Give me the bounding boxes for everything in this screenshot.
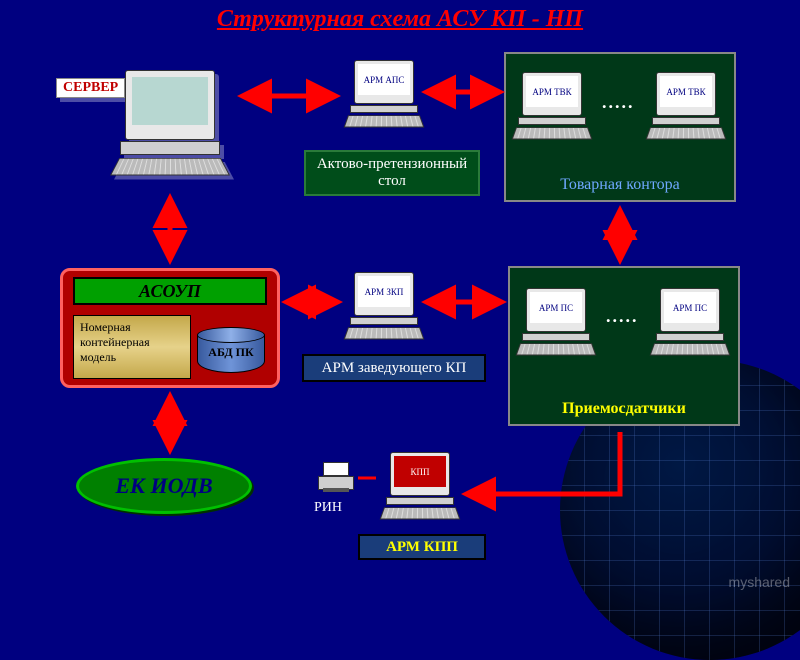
- diagram-title: Структурная схема АСУ КП - НП: [0, 6, 800, 33]
- asoup-cylinder: АБД ПК: [197, 327, 265, 375]
- asoup-node: АСОУП Номерная контейнерная модель АБД П…: [60, 268, 280, 388]
- watermark: myshared: [729, 574, 790, 590]
- asoup-cyl-label: АБД ПК: [197, 345, 265, 360]
- ps-panel-label: Приемосдатчики: [520, 400, 728, 418]
- tvk-dots: .....: [602, 92, 635, 113]
- kpp-panel: АРМ КПП: [358, 534, 486, 560]
- server-node: СЕРВЕР: [100, 70, 240, 176]
- tvk-node-1: АРМ ТВК: [512, 72, 592, 140]
- kpp-screen: КПП: [394, 456, 446, 487]
- ps-screen-2: АРМ ПС: [664, 292, 716, 323]
- ps-screen-1: АРМ ПС: [530, 292, 582, 323]
- zkp-panel-label: АРМ заведующего КП: [322, 360, 467, 377]
- ek-iodv-label: ЕК ИОДВ: [115, 473, 212, 499]
- zkp-screen: АРМ ЗКП: [358, 276, 410, 307]
- aps-node: АРМ АПС: [344, 60, 424, 128]
- aps-panel-label: Актово-претензионный стол: [314, 156, 470, 190]
- asoup-title: АСОУП: [73, 277, 267, 305]
- zkp-node: АРМ ЗКП: [344, 272, 424, 340]
- kpp-node: КПП: [380, 452, 460, 520]
- ps-node-2: АРМ ПС: [650, 288, 730, 356]
- aps-panel: Актово-претензионный стол: [304, 150, 480, 196]
- tvk-panel-label: Товарная контора: [516, 176, 724, 194]
- tvk-node-2: АРМ ТВК: [646, 72, 726, 140]
- zkp-panel: АРМ заведующего КП: [302, 354, 486, 382]
- ps-dots: .....: [606, 306, 639, 327]
- rin-printer: [318, 462, 354, 492]
- asoup-submodel: Номерная контейнерная модель: [73, 315, 191, 379]
- aps-screen: АРМ АПС: [358, 64, 410, 95]
- tvk-screen-2: АРМ ТВК: [660, 76, 712, 107]
- ek-iodv-node: ЕК ИОДВ: [76, 458, 252, 514]
- server-label: СЕРВЕР: [56, 78, 125, 98]
- rin-label: РИН: [314, 500, 342, 516]
- ps-node-1: АРМ ПС: [516, 288, 596, 356]
- tvk-screen-1: АРМ ТВК: [526, 76, 578, 107]
- kpp-panel-label: АРМ КПП: [386, 539, 458, 556]
